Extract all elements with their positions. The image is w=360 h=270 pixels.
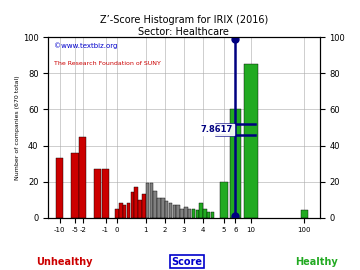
Bar	[119, 203, 123, 218]
Bar	[230, 110, 241, 218]
Bar	[127, 203, 130, 218]
Bar	[150, 183, 153, 218]
Text: Healthy: Healthy	[296, 256, 338, 266]
Text: The Research Foundation of SUNY: The Research Foundation of SUNY	[54, 61, 161, 66]
Bar	[142, 194, 145, 218]
Bar	[172, 205, 176, 218]
Bar	[102, 169, 109, 218]
Bar	[94, 169, 102, 218]
Bar	[199, 203, 203, 218]
Bar	[195, 211, 199, 218]
Bar	[211, 212, 214, 218]
Bar	[207, 212, 211, 218]
Text: ©www.textbiz.org: ©www.textbiz.org	[54, 43, 117, 49]
Text: Score: Score	[172, 256, 203, 266]
Bar	[203, 209, 207, 218]
Text: Unhealthy: Unhealthy	[37, 256, 93, 266]
Title: Z’-Score Histogram for IRIX (2016)
Sector: Healthcare: Z’-Score Histogram for IRIX (2016) Secto…	[100, 15, 268, 37]
Bar	[56, 158, 63, 218]
Bar	[138, 200, 142, 218]
Bar	[184, 207, 188, 218]
Bar	[72, 153, 78, 218]
Bar	[115, 209, 119, 218]
Bar	[123, 205, 126, 218]
Bar	[180, 209, 184, 218]
Bar	[176, 205, 180, 218]
Bar	[79, 137, 86, 218]
Y-axis label: Number of companies (670 total): Number of companies (670 total)	[15, 75, 20, 180]
Bar	[169, 203, 172, 218]
Bar	[301, 211, 308, 218]
Bar	[161, 198, 165, 218]
Bar	[134, 187, 138, 218]
Bar	[131, 193, 134, 218]
Bar	[244, 65, 258, 218]
Bar	[153, 191, 157, 218]
Bar	[157, 198, 161, 218]
Bar	[220, 182, 228, 218]
Bar	[146, 183, 149, 218]
Bar	[192, 209, 195, 218]
Bar	[188, 209, 192, 218]
Text: 7.8617: 7.8617	[201, 125, 233, 134]
Bar	[165, 201, 168, 218]
